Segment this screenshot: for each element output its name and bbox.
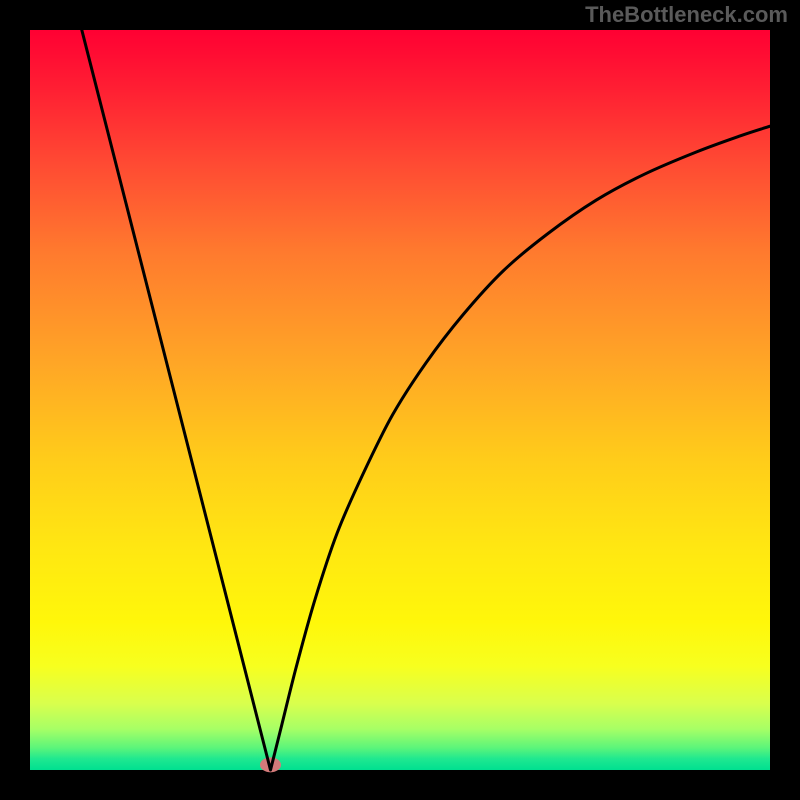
watermark-text: TheBottleneck.com — [585, 2, 788, 28]
chart-stage: TheBottleneck.com — [0, 0, 800, 800]
chart-svg — [0, 0, 800, 800]
